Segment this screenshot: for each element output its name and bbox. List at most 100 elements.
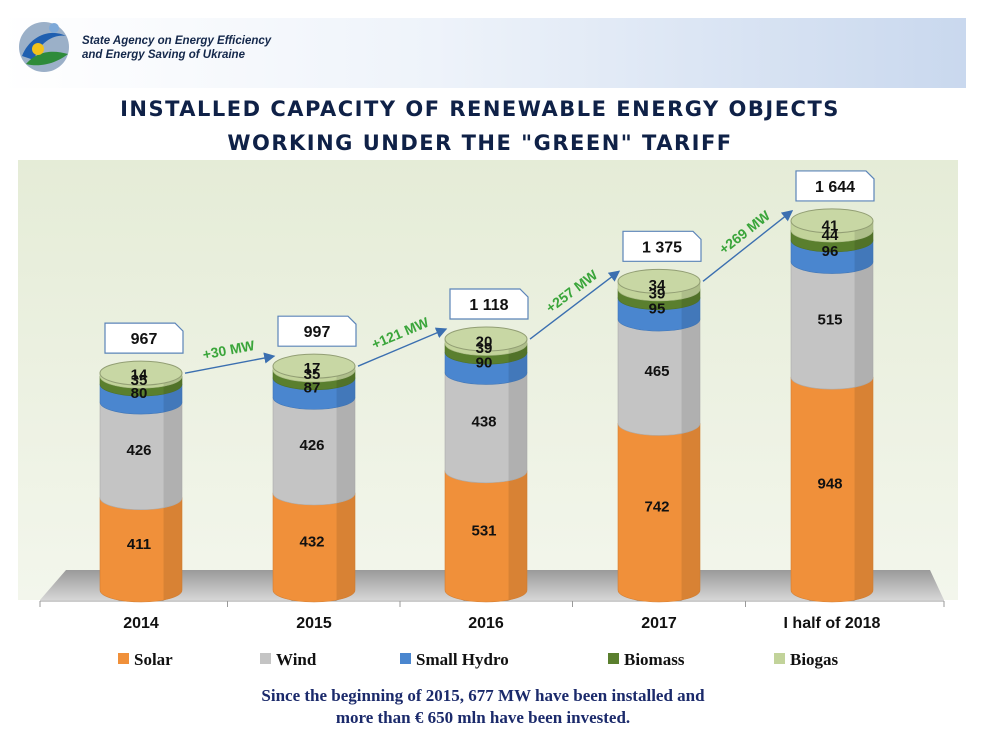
legend-swatch [774, 653, 785, 664]
total-callout: 1 375 [622, 230, 702, 262]
bar-segment-shade [854, 261, 873, 388]
segment-value-label: 35 [131, 372, 148, 389]
note-line-2: more than € 650 mln have been invested. [335, 708, 631, 727]
legend-item: Biomass [608, 650, 685, 669]
segment-labels: 4114268035144324268735175314389039207424… [126, 218, 842, 553]
title-line-2: WORKING UNDER THE "GREEN" TARIFF [227, 131, 733, 155]
agency-logo [19, 22, 69, 72]
segment-value-label: 95 [649, 300, 666, 317]
bar-stack [617, 268, 701, 603]
total-value-label: 1 375 [642, 239, 682, 256]
segment-value-label: 39 [649, 285, 666, 302]
bar-segment-shade [681, 319, 700, 434]
bar-segment-shade [508, 470, 527, 600]
category-label: 2016 [468, 615, 504, 632]
category-label: 2015 [296, 615, 332, 632]
legend-label: Wind [276, 650, 317, 669]
bar-segment [99, 497, 183, 603]
bars [99, 208, 874, 603]
segment-value-label: 87 [304, 380, 321, 397]
segment-value-label: 34 [649, 277, 666, 294]
total-box [449, 288, 529, 320]
segment-value-label: 432 [299, 534, 324, 551]
total-box [104, 322, 184, 354]
total-value-label: 967 [131, 331, 158, 348]
bar-segment [790, 376, 874, 603]
growth-arrow [529, 270, 621, 340]
legend-label: Biogas [790, 650, 839, 669]
bar-segment-shade [681, 423, 700, 600]
legend-label: Biomass [624, 650, 685, 669]
bar-segment [444, 470, 528, 603]
segment-value-label: 948 [817, 476, 842, 493]
agency-name: State Agency on Energy Efficiency and En… [82, 34, 271, 62]
segment-value-label: 39 [476, 340, 493, 357]
legend-swatch [260, 653, 271, 664]
total-value-label: 997 [304, 324, 331, 341]
legend-item: Small Hydro [400, 650, 509, 669]
segment-value-label: 80 [131, 385, 148, 402]
header-band [0, 18, 966, 88]
bar-stack [272, 353, 356, 603]
bar-segment-shade [336, 493, 355, 600]
segment-value-label: 426 [299, 437, 324, 454]
growth-arrow [184, 352, 276, 374]
bar-segment [272, 397, 356, 506]
bar-segment [617, 318, 701, 436]
total-callout: 967 [104, 322, 184, 354]
total-callouts: 967 997 1 118 1 375 1 644 [104, 170, 875, 354]
page-title: INSTALLED CAPACITY OF RENEWABLE ENERGY O… [0, 92, 960, 160]
note-line-1: Since the beginning of 2015, 677 MW have… [261, 686, 705, 705]
total-callout: 1 118 [449, 288, 529, 320]
bar-segment [99, 401, 183, 511]
total-callout: 997 [277, 315, 357, 347]
segment-value-label: 438 [471, 414, 496, 431]
legend-item: Solar [118, 650, 173, 669]
segment-value-label: 90 [476, 354, 493, 371]
legend-label: Solar [134, 650, 173, 669]
segment-value-label: 14 [131, 367, 148, 384]
segment-value-label: 411 [127, 536, 151, 553]
bar-top-cap [272, 353, 356, 379]
growth-arrow [702, 210, 794, 282]
total-box [622, 230, 702, 262]
category-label: 2014 [123, 615, 159, 632]
category-label: I half of 2018 [784, 615, 881, 632]
segment-value-label: 742 [644, 499, 669, 516]
legend: Solar Wind Small Hydro Biomass Biogas [118, 650, 839, 669]
category-axis: 2014 2015 2016 2017 I half of 2018 [39, 600, 945, 632]
bar-segment-shade [163, 402, 182, 508]
bar-segment [617, 423, 701, 603]
bar-top-cap [444, 326, 528, 352]
growth-arrow [357, 327, 448, 367]
legend-item: Wind [260, 650, 317, 669]
category-label: 2017 [641, 615, 677, 632]
bar-segment-shade [854, 377, 873, 600]
legend-swatch [118, 653, 129, 664]
total-value-label: 1 118 [469, 297, 508, 314]
total-box [795, 170, 875, 202]
bar-top-cap [99, 360, 183, 386]
bar-segment [790, 261, 874, 390]
legend-item: Biogas [774, 650, 839, 669]
bar-segment-shade [163, 497, 182, 600]
agency-line-2: and Energy Saving of Ukraine [82, 49, 245, 61]
bar-segment-shade [336, 397, 355, 503]
investment-note: Since the beginning of 2015, 677 MW have… [0, 685, 966, 729]
total-value-label: 1 644 [815, 179, 855, 196]
segment-value-label: 35 [304, 366, 321, 383]
bar-segment [444, 372, 528, 484]
segment-value-label: 41 [822, 218, 839, 235]
bar-segment-shade [508, 372, 527, 481]
bar-stack [790, 208, 874, 603]
legend-swatch [400, 653, 411, 664]
bar-stack [444, 326, 528, 603]
legend-label: Small Hydro [416, 650, 509, 669]
segment-value-label: 465 [644, 363, 669, 380]
segment-value-label: 96 [822, 243, 839, 260]
segment-value-label: 531 [471, 522, 496, 539]
bar-stack [99, 360, 183, 603]
agency-line-1: State Agency on Energy Efficiency [82, 35, 272, 47]
segment-value-label: 515 [817, 311, 842, 328]
